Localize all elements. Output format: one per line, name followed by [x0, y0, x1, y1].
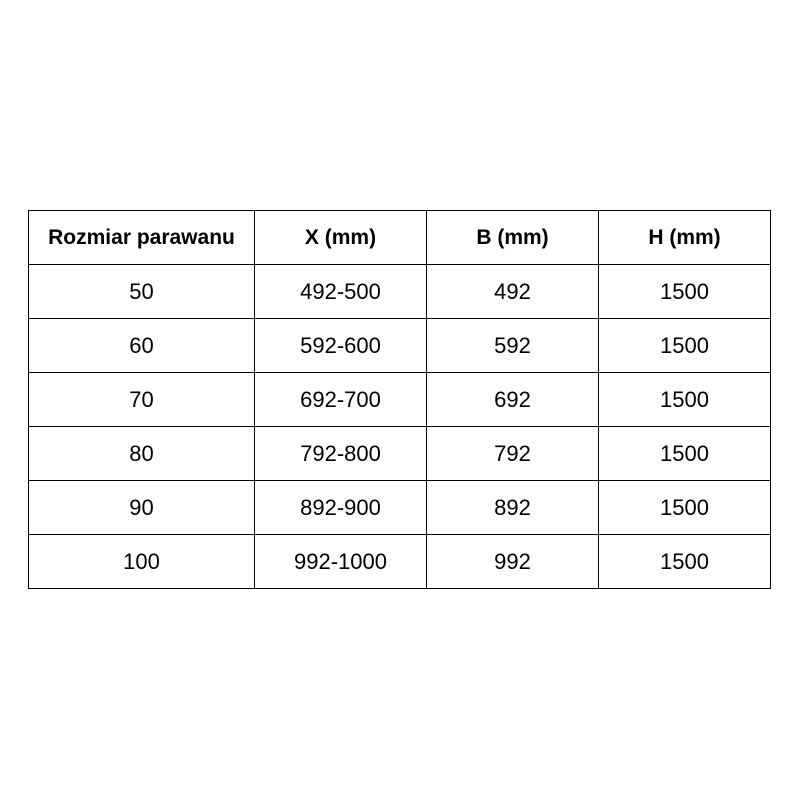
cell-b: 592 [426, 318, 599, 373]
table-row: 100 992-1000 992 1500 [28, 534, 771, 589]
cell-size: 60 [28, 318, 255, 373]
cell-b: 692 [426, 372, 599, 427]
cell-h: 1500 [598, 264, 771, 319]
table-row: 80 792-800 792 1500 [28, 426, 771, 481]
cell-x: 892-900 [254, 480, 427, 535]
cell-x: 592-600 [254, 318, 427, 373]
table-row: 50 492-500 492 1500 [28, 264, 771, 319]
cell-size: 50 [28, 264, 255, 319]
cell-b: 992 [426, 534, 599, 589]
header-b: B (mm) [426, 210, 599, 265]
size-table: Rozmiar parawanu X (mm) B (mm) H (mm) 50… [28, 210, 771, 589]
cell-x: 692-700 [254, 372, 427, 427]
cell-h: 1500 [598, 534, 771, 589]
cell-b: 492 [426, 264, 599, 319]
cell-h: 1500 [598, 318, 771, 373]
cell-size: 90 [28, 480, 255, 535]
cell-b: 892 [426, 480, 599, 535]
cell-h: 1500 [598, 372, 771, 427]
cell-size: 80 [28, 426, 255, 481]
header-h: H (mm) [598, 210, 771, 265]
header-size: Rozmiar parawanu [28, 210, 255, 265]
cell-h: 1500 [598, 426, 771, 481]
cell-h: 1500 [598, 480, 771, 535]
header-row: Rozmiar parawanu X (mm) B (mm) H (mm) [28, 210, 771, 265]
header-x: X (mm) [254, 210, 427, 265]
cell-x: 792-800 [254, 426, 427, 481]
cell-b: 792 [426, 426, 599, 481]
table-row: 60 592-600 592 1500 [28, 318, 771, 373]
table-row: 70 692-700 692 1500 [28, 372, 771, 427]
table-row: 90 892-900 892 1500 [28, 480, 771, 535]
cell-x: 492-500 [254, 264, 427, 319]
cell-x: 992-1000 [254, 534, 427, 589]
cell-size: 100 [28, 534, 255, 589]
cell-size: 70 [28, 372, 255, 427]
